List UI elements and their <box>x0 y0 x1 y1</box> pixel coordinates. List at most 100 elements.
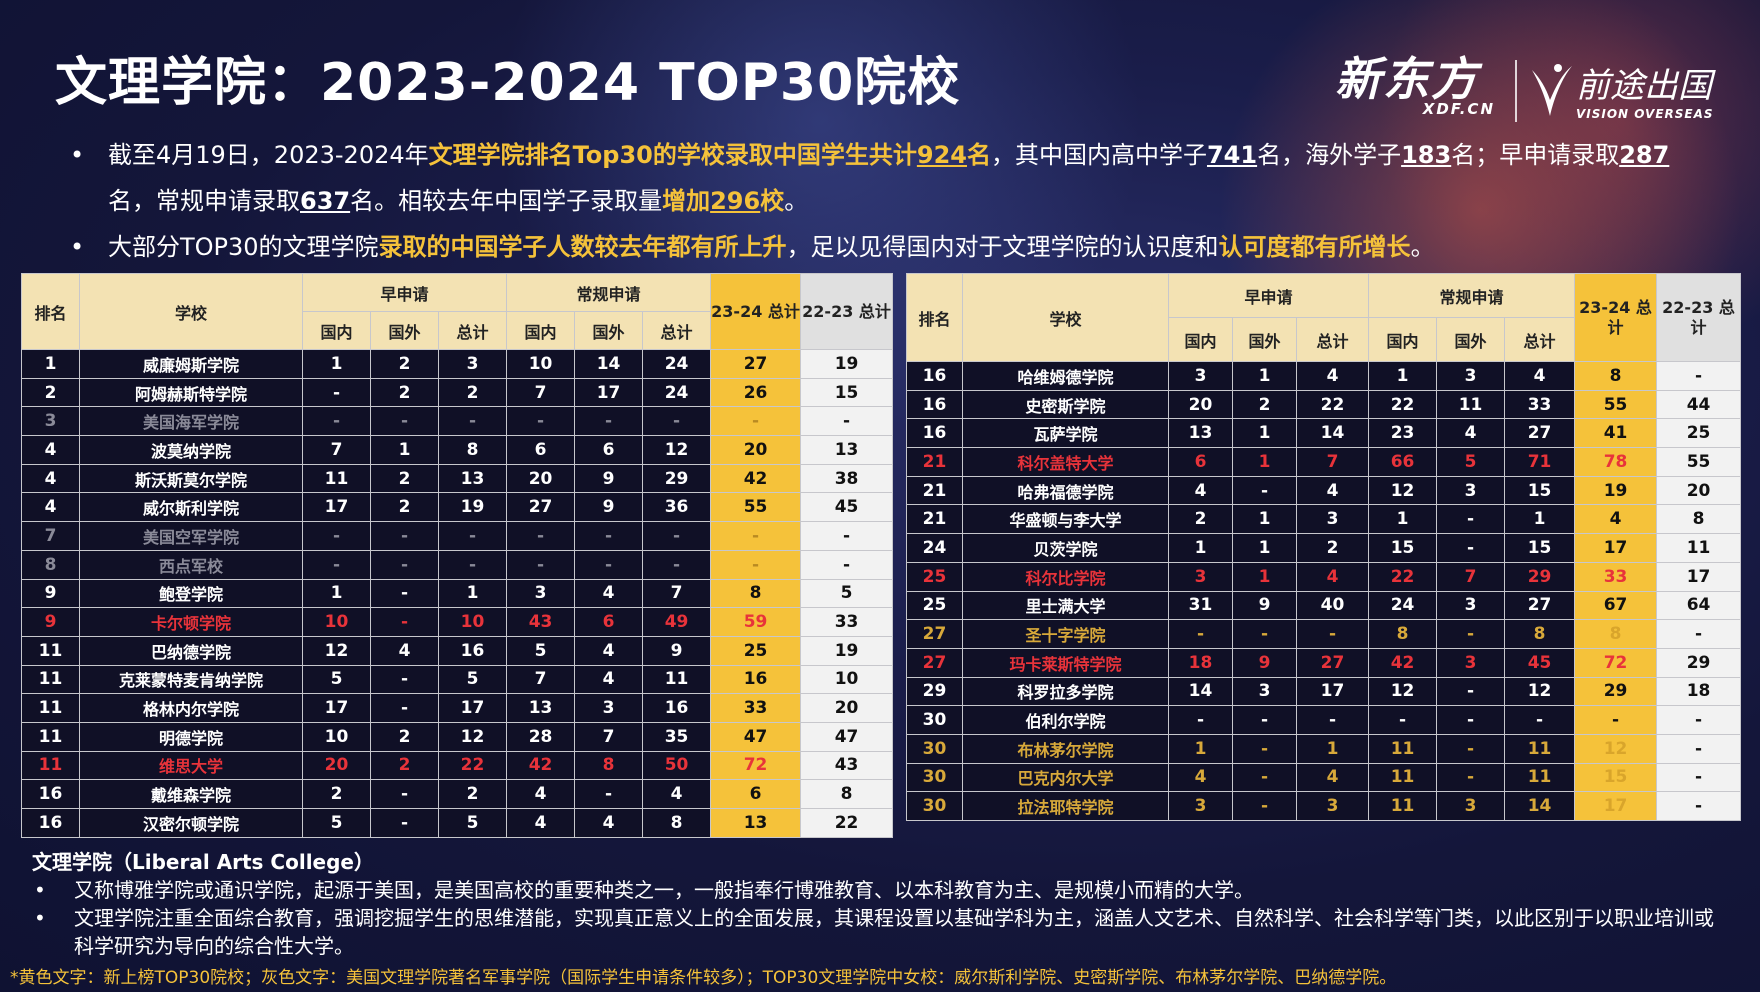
cell-rd-total: 71 <box>1504 447 1576 477</box>
cell-ed-domestic: 11 <box>302 463 371 494</box>
cell-ed-international: - <box>1232 705 1297 735</box>
cell-rank: 11 <box>21 750 80 781</box>
cell-ed-domestic: 12 <box>302 635 371 666</box>
xdf-logo: 新东方 XDF.CN <box>1335 56 1495 122</box>
header-rd-domestic: 国内 <box>506 311 576 350</box>
table-row: 30 巴克内尔大学 4-4 11-11 15- <box>906 762 1742 793</box>
cell-total-2223: 43 <box>800 750 894 781</box>
ranking-table-left-body: 1 威廉姆斯学院 1 2 3 10 14 24 27 19 2 阿姆赫斯特学院 -2 2 7 17 24 26 15… <box>21 349 894 838</box>
cell-school: 科尔盖特大学 <box>962 447 1169 477</box>
cell-rank: 16 <box>21 808 80 838</box>
cell-ed-international: 1 <box>1232 561 1297 592</box>
header-school: 学校 <box>79 273 303 350</box>
cell-total-2223: - <box>800 406 894 437</box>
cell-ed-total: 13 <box>437 463 508 494</box>
cell-rank: 24 <box>906 533 963 563</box>
cell-rank: 9 <box>21 578 80 609</box>
cell-rd-international: 5 <box>1436 447 1506 477</box>
underlined-number: 741 <box>1206 141 1258 169</box>
cell-ed-international: - <box>370 607 439 637</box>
cell-rd-domestic: 11 <box>1368 791 1438 821</box>
cell-rd-international: 4 <box>574 664 644 695</box>
cell-total-2223: 10 <box>800 664 894 695</box>
cell-total-2223: 47 <box>800 721 894 752</box>
cell-ed-domestic: - <box>302 521 371 551</box>
summary-bullet-2: • 大部分TOP30的文理学院录取的中国学子人数较去年都有所上升，足以见得国内对… <box>70 224 1690 270</box>
cell-rd-international: 6 <box>574 607 644 637</box>
cell-rank: 4 <box>21 463 80 494</box>
cell-ed-domestic: 1 <box>1168 733 1233 764</box>
cell-ed-total: 5 <box>437 808 508 838</box>
cell-ed-domestic: 5 <box>302 808 371 838</box>
ranking-table-right-body: 16 哈维姆德学院 3 1 4 1 3 4 8-16 史密斯学院 20 2 22 22 11 33 55 44 16… <box>906 361 1742 821</box>
definition-item-1: • 又称博雅学院或通识学院，起源于美国，是美国高校的重要种类之一，一般指奉行博雅教… <box>32 876 1732 904</box>
table-row: 29 科罗拉多学院 14 3 17 12-12 29 18 <box>906 676 1742 707</box>
cell-rd-international: 7 <box>574 721 644 752</box>
cell-school: 拉法耶特学院 <box>962 791 1169 821</box>
table-row: 21 科尔盖特大学 6 1 7 66 5 71 78 55 <box>906 447 1742 477</box>
cell-ed-domestic: 17 <box>302 693 371 723</box>
cell-ed-international: - <box>370 578 439 609</box>
cell-ed-total: - <box>1295 619 1370 649</box>
cell-rank: 7 <box>21 521 80 551</box>
bullet-dot: • <box>34 878 46 902</box>
table-row: 4 威尔斯利学院 17 2 19 27 9 36 55 45 <box>21 492 894 523</box>
header-ed-international: 国外 <box>1232 317 1297 362</box>
cell-total-2223: - <box>1656 733 1742 764</box>
cell-total-2324: 17 <box>1574 791 1658 821</box>
cell-ed-international: 1 <box>370 435 439 465</box>
cell-rd-international: 9 <box>574 463 644 494</box>
cell-rd-domestic: 4 <box>506 779 576 809</box>
highlight-text: 认可度都有所增长 <box>1218 233 1411 261</box>
cell-rank: 11 <box>21 693 80 723</box>
cell-school: 哈维姆德学院 <box>962 361 1169 391</box>
cell-total-2223: - <box>1656 762 1742 793</box>
cell-rd-international: 3 <box>1436 361 1506 391</box>
cell-total-2324: 29 <box>1574 676 1658 707</box>
cell-rd-domestic: 1 <box>1368 361 1438 391</box>
cell-rd-total: - <box>642 521 712 551</box>
cell-rd-domestic: - <box>506 549 576 580</box>
cell-total-2223: 20 <box>800 693 894 723</box>
cell-ed-total: 17 <box>1295 676 1370 707</box>
cell-rank: 21 <box>906 504 963 535</box>
cell-rank: 29 <box>906 676 963 707</box>
cell-ed-domestic: 20 <box>302 750 371 781</box>
header-total-2324: 23-24 总计 <box>1574 273 1658 362</box>
cell-total-2324: - <box>710 406 802 437</box>
header-ed-domestic: 国内 <box>302 311 371 350</box>
cell-rd-international: 8 <box>574 750 644 781</box>
cell-rd-domestic: 22 <box>1368 389 1438 420</box>
cell-ed-domestic: 7 <box>302 435 371 465</box>
cell-ed-domestic: 3 <box>1168 361 1233 391</box>
cell-rank: 16 <box>906 418 963 449</box>
header-rd-total: 总计 <box>1504 317 1576 362</box>
cell-rd-total: - <box>642 406 712 437</box>
cell-ed-domestic: 2 <box>1168 504 1233 535</box>
cell-total-2324: - <box>1574 705 1658 735</box>
definition-section: 文理学院（Liberal Arts College） • 又称博雅学院或通识学院，… <box>32 848 1732 960</box>
cell-rank: 8 <box>21 549 80 580</box>
highlight-text: 名 <box>966 141 991 169</box>
table-row: 11 巴纳德学院 12 4 16 5 4 9 25 19 <box>21 635 894 666</box>
cell-ed-total: 1 <box>437 578 508 609</box>
cell-ed-domestic: 2 <box>302 779 371 809</box>
cell-rd-international: - <box>1436 733 1506 764</box>
cell-total-2324: 42 <box>710 463 802 494</box>
cell-ed-total: 10 <box>437 607 508 637</box>
cell-ed-international: 9 <box>1232 647 1297 678</box>
table-row: 21 哈弗福德学院 4-4 12 3 15 19 20 <box>906 475 1742 506</box>
cell-school: 瓦萨学院 <box>962 418 1169 449</box>
cell-rd-domestic: - <box>506 406 576 437</box>
cell-ed-international: 1 <box>1232 447 1297 477</box>
cell-total-2324: 67 <box>1574 590 1658 621</box>
cell-rd-total: - <box>1504 705 1576 735</box>
cell-ed-domestic: - <box>1168 705 1233 735</box>
cell-rd-total: 49 <box>642 607 712 637</box>
header-regular-decision: 常规申请 <box>506 273 712 312</box>
cell-total-2223: - <box>800 521 894 551</box>
cell-ed-total: 1 <box>1295 733 1370 764</box>
cell-rank: 30 <box>906 762 963 793</box>
cell-ed-total: 4 <box>1295 762 1370 793</box>
cell-school: 格林内尔学院 <box>79 693 303 723</box>
